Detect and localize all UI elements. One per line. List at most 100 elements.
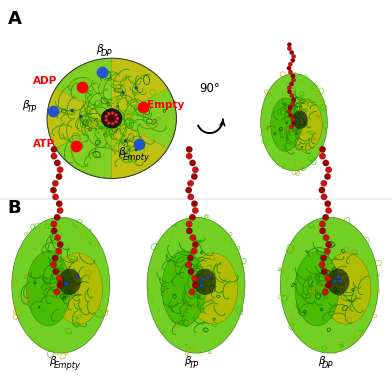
Circle shape	[290, 94, 294, 98]
Circle shape	[323, 214, 329, 220]
Circle shape	[52, 255, 58, 261]
Text: B: B	[8, 199, 22, 217]
Circle shape	[325, 275, 331, 282]
Circle shape	[192, 241, 199, 248]
Circle shape	[319, 221, 325, 227]
Circle shape	[325, 241, 332, 248]
Text: 90°: 90°	[200, 82, 220, 95]
Circle shape	[290, 101, 295, 106]
Ellipse shape	[261, 74, 327, 171]
Circle shape	[114, 113, 118, 117]
Point	[50, 107, 56, 114]
Text: Empty: Empty	[122, 153, 149, 162]
Circle shape	[185, 187, 192, 193]
Text: β: β	[22, 100, 28, 110]
Circle shape	[287, 47, 292, 51]
Circle shape	[124, 139, 127, 142]
Circle shape	[135, 148, 138, 151]
Circle shape	[188, 268, 194, 275]
Circle shape	[319, 187, 325, 193]
Circle shape	[199, 284, 203, 288]
Circle shape	[57, 166, 64, 173]
Circle shape	[291, 121, 296, 125]
Circle shape	[54, 160, 60, 166]
Circle shape	[56, 173, 62, 180]
Text: β: β	[184, 356, 191, 366]
Circle shape	[51, 153, 57, 159]
Circle shape	[54, 214, 60, 220]
Ellipse shape	[322, 253, 371, 324]
Circle shape	[338, 279, 342, 283]
Circle shape	[288, 70, 292, 74]
Circle shape	[122, 92, 125, 94]
Circle shape	[189, 214, 196, 220]
Ellipse shape	[147, 217, 245, 353]
Point	[79, 84, 85, 90]
Point	[140, 104, 146, 110]
Circle shape	[333, 279, 337, 283]
Circle shape	[104, 118, 108, 122]
Circle shape	[107, 121, 111, 125]
Text: TP: TP	[26, 105, 36, 114]
Circle shape	[189, 289, 195, 295]
Circle shape	[186, 153, 192, 159]
Point	[73, 142, 80, 149]
Circle shape	[291, 54, 296, 59]
Ellipse shape	[104, 111, 120, 126]
Circle shape	[289, 113, 293, 118]
Ellipse shape	[12, 217, 110, 353]
Text: A: A	[8, 10, 22, 28]
Circle shape	[50, 262, 56, 268]
Circle shape	[325, 173, 331, 180]
Circle shape	[291, 58, 295, 62]
Circle shape	[321, 268, 327, 275]
Circle shape	[322, 289, 328, 295]
Circle shape	[291, 117, 295, 121]
Circle shape	[186, 228, 192, 234]
Ellipse shape	[189, 253, 238, 324]
Ellipse shape	[280, 217, 378, 353]
Text: ADP: ADP	[33, 76, 58, 87]
Polygon shape	[112, 88, 176, 149]
Circle shape	[288, 105, 292, 109]
Circle shape	[287, 42, 292, 47]
Circle shape	[292, 97, 296, 102]
Circle shape	[290, 50, 294, 55]
Circle shape	[57, 241, 64, 248]
Circle shape	[104, 115, 108, 118]
Circle shape	[192, 166, 199, 173]
Circle shape	[188, 194, 194, 200]
Circle shape	[52, 180, 58, 187]
Text: Empty: Empty	[54, 361, 81, 371]
Circle shape	[50, 187, 56, 193]
Circle shape	[190, 234, 196, 241]
Circle shape	[324, 248, 330, 255]
Circle shape	[54, 289, 60, 295]
Circle shape	[301, 115, 304, 117]
Text: β: β	[49, 356, 56, 366]
Text: Empty: Empty	[147, 100, 184, 110]
Circle shape	[111, 111, 114, 115]
Circle shape	[191, 201, 198, 207]
Circle shape	[289, 125, 294, 129]
Circle shape	[325, 166, 332, 173]
Circle shape	[191, 248, 197, 255]
Circle shape	[111, 122, 114, 125]
Circle shape	[186, 221, 192, 227]
Circle shape	[54, 234, 61, 241]
Circle shape	[51, 228, 57, 234]
Text: DP: DP	[322, 361, 334, 371]
Circle shape	[201, 277, 205, 281]
Polygon shape	[56, 118, 112, 178]
Circle shape	[289, 82, 294, 86]
Circle shape	[57, 282, 63, 288]
Circle shape	[287, 66, 291, 70]
Ellipse shape	[289, 99, 322, 150]
Ellipse shape	[194, 269, 216, 295]
Circle shape	[189, 160, 196, 166]
Text: ATP: ATP	[33, 139, 55, 149]
Ellipse shape	[270, 98, 301, 151]
Circle shape	[114, 120, 118, 124]
Circle shape	[51, 221, 57, 227]
Circle shape	[337, 275, 341, 279]
